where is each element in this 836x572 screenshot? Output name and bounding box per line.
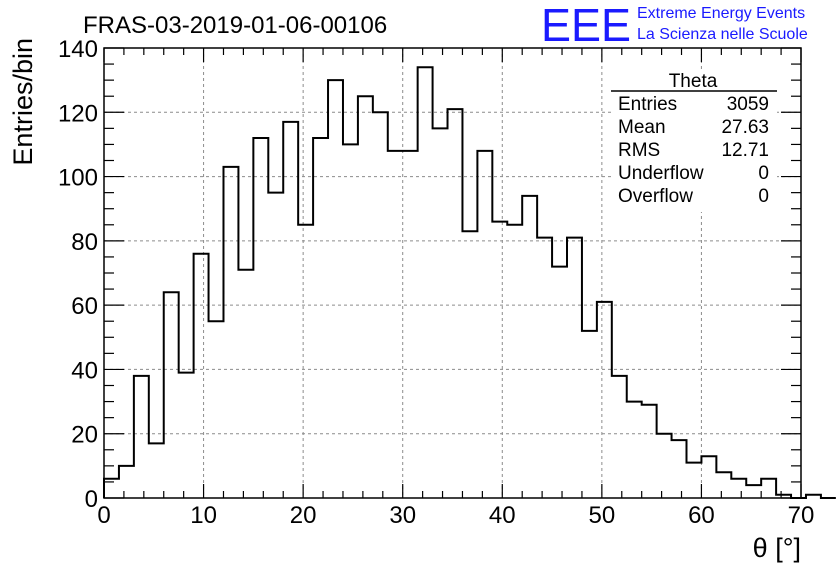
stats-label: Entries <box>618 94 677 115</box>
axis-ticks <box>103 47 802 499</box>
stats-value: 0 <box>758 163 769 184</box>
tick-labels: 0 10 20 30 40 50 60 70 0 20 40 60 80 100 120 140 <box>58 36 814 529</box>
stats-value: 12.71 <box>721 140 769 161</box>
y-tick-label: 140 <box>58 36 98 63</box>
y-tick-label: 0 <box>85 486 98 513</box>
x-tick-label: 20 <box>290 502 317 529</box>
y-axis-label: Entries/bin <box>8 38 38 166</box>
plot-frame <box>103 47 802 499</box>
stats-label: RMS <box>618 140 660 161</box>
stats-value: 27.63 <box>721 117 769 138</box>
stats-value: 3059 <box>727 94 769 115</box>
y-tick-label: 60 <box>71 293 98 320</box>
stats-value: 0 <box>758 186 769 207</box>
logo-mark: EEE <box>541 0 631 51</box>
x-tick-label: 0 <box>97 502 110 529</box>
x-tick-label: 50 <box>589 502 616 529</box>
y-tick-label: 120 <box>58 100 98 127</box>
stats-label: Mean <box>618 117 666 138</box>
x-tick-label: 40 <box>489 502 516 529</box>
y-tick-label: 40 <box>71 357 98 384</box>
x-axis-label: θ [°] <box>753 533 801 563</box>
x-tick-label: 30 <box>389 502 416 529</box>
x-tick-label: 10 <box>190 502 217 529</box>
y-tick-label: 100 <box>58 165 98 192</box>
logo-line-2: La Scienza nelle Scuole <box>637 26 808 43</box>
stats-label: Underflow <box>618 163 704 184</box>
logo-line-1: Extreme Energy Events <box>637 5 805 22</box>
x-tick-label: 60 <box>688 502 715 529</box>
chart-title: FRAS-03-2019-01-06-00106 <box>83 12 387 39</box>
eee-logo: EEE Extreme Energy Events La Scienza nel… <box>541 0 808 51</box>
stats-label: Overflow <box>618 186 693 207</box>
x-tick-label: 70 <box>788 502 815 529</box>
histogram-outline <box>103 66 836 499</box>
y-tick-label: 80 <box>71 229 98 256</box>
stats-title: Theta <box>669 71 718 92</box>
stats-box: Theta Entries 3059 Mean 27.63 RMS 12.71 Underf… <box>611 71 777 212</box>
y-tick-label: 20 <box>71 422 98 449</box>
